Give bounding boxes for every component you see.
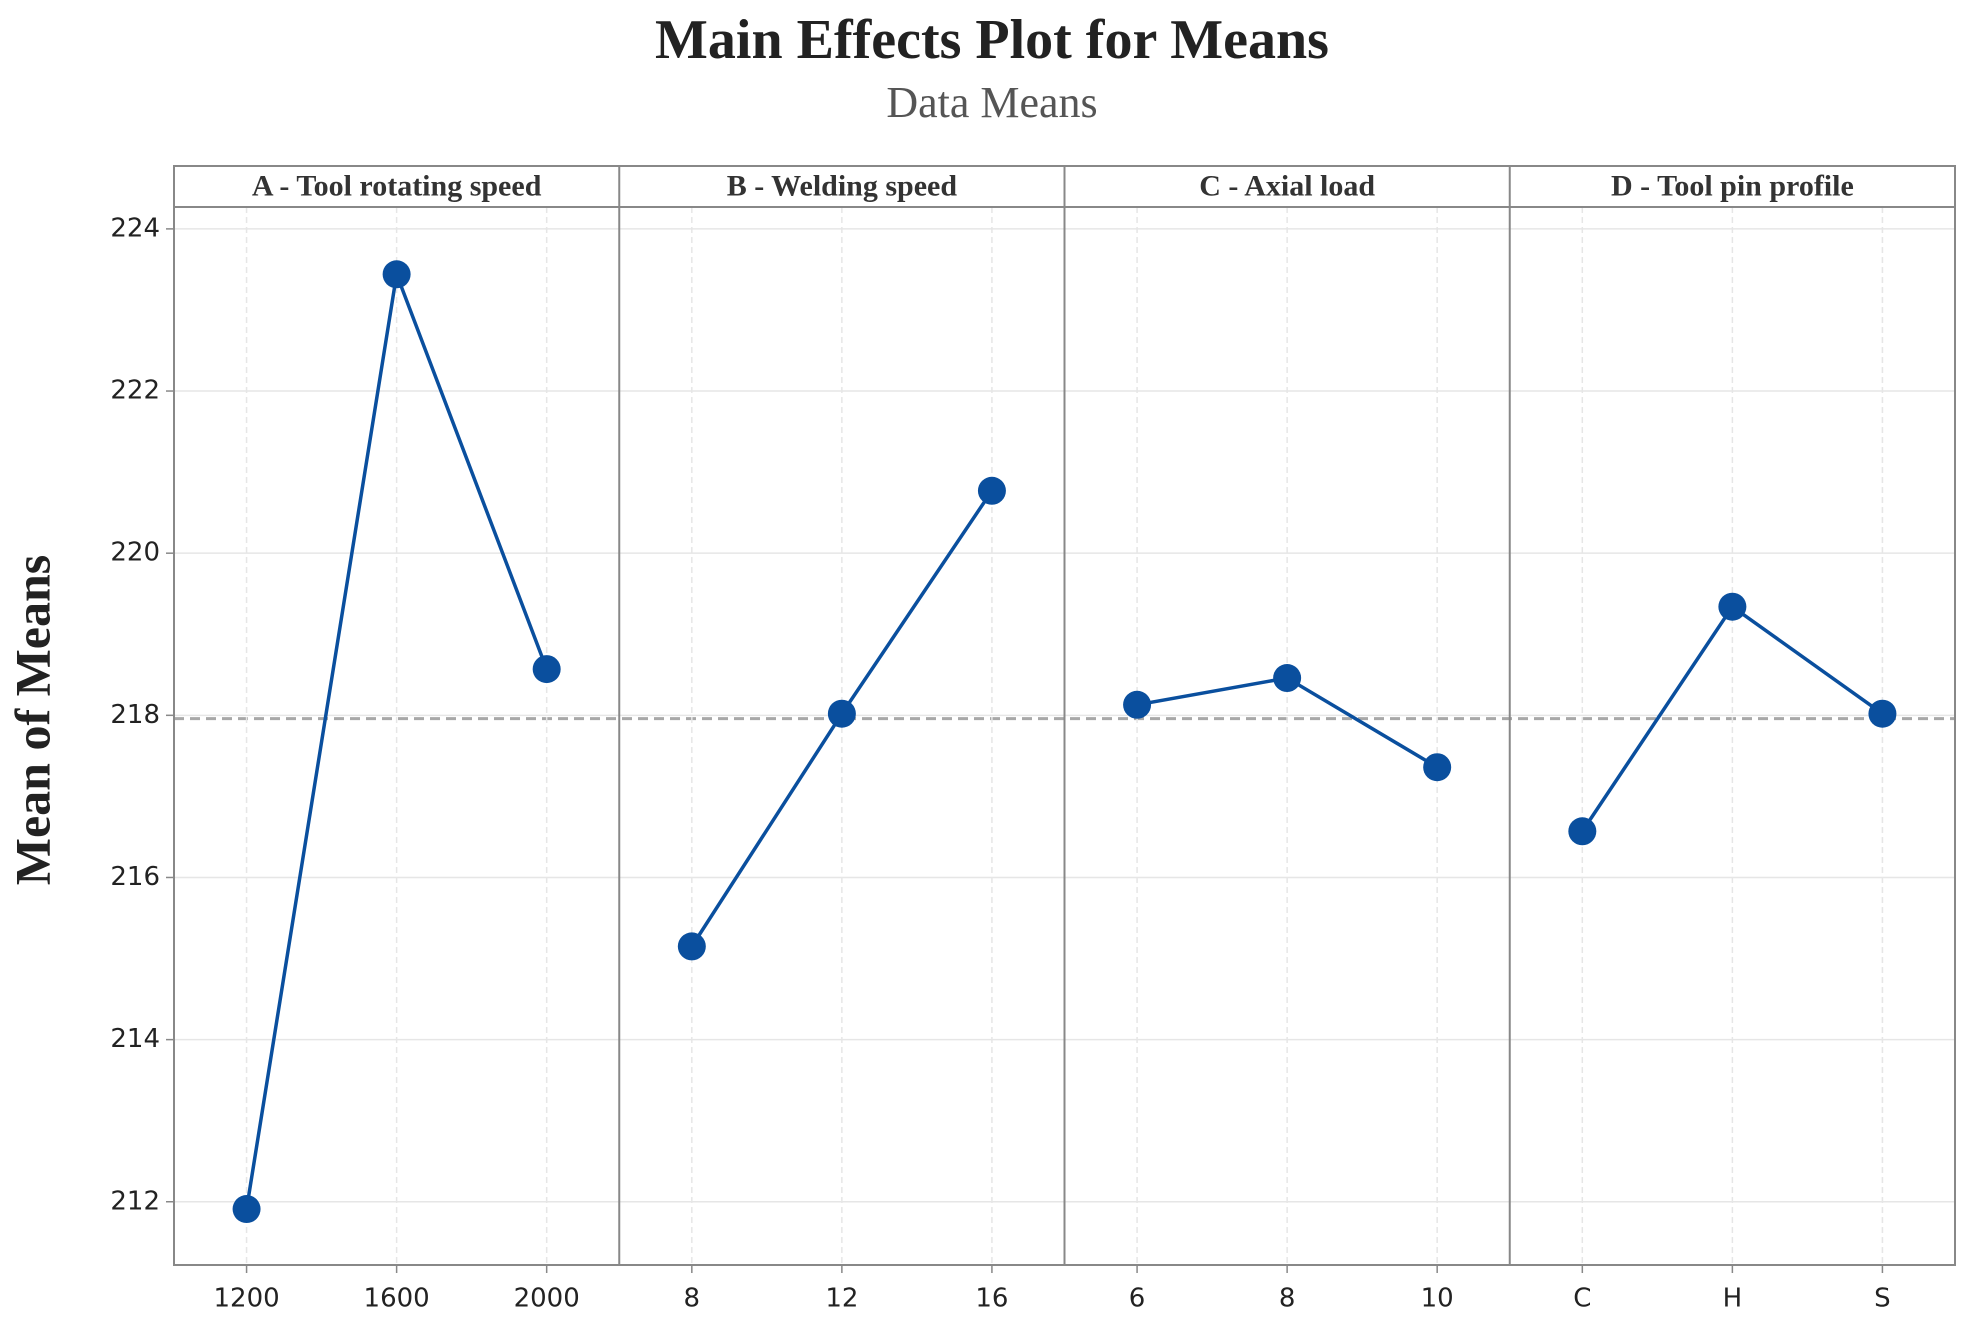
point xyxy=(677,932,706,961)
x-tick-label: C xyxy=(1573,1284,1591,1314)
plot-frame xyxy=(173,165,1956,1266)
point xyxy=(232,1195,261,1224)
x-tick-label: 16 xyxy=(975,1284,1008,1314)
y-tick-label: 220 xyxy=(110,538,160,568)
panel-title: A - Tool rotating speed xyxy=(252,169,542,202)
x-tick-label: 6 xyxy=(1129,1284,1146,1314)
x-tick-label: 10 xyxy=(1421,1284,1454,1314)
x-tick-label: 2000 xyxy=(514,1284,580,1314)
point xyxy=(1123,690,1152,719)
y-axis-label: Mean of Means xyxy=(4,555,60,886)
point xyxy=(1423,753,1452,782)
point xyxy=(827,699,856,728)
x-tick-label: H xyxy=(1723,1284,1743,1314)
point xyxy=(1868,699,1897,728)
point xyxy=(1273,664,1302,693)
point xyxy=(532,655,561,684)
chart-subtitle: Data Means xyxy=(886,78,1097,127)
x-tick-label: 8 xyxy=(684,1284,701,1314)
y-tick-label: 214 xyxy=(110,1024,160,1054)
y-tick-label: 222 xyxy=(110,376,160,406)
point xyxy=(1568,817,1597,846)
x-tick-label: 1200 xyxy=(213,1284,279,1314)
x-tick-label: S xyxy=(1874,1284,1891,1314)
x-tick-label: 12 xyxy=(825,1284,858,1314)
y-tick-label: 212 xyxy=(110,1186,160,1216)
panel-title: C - Axial load xyxy=(1199,169,1375,202)
panel-title: B - Welding speed xyxy=(727,169,958,202)
panel-title: D - Tool pin profile xyxy=(1611,169,1854,202)
x-tick-label: 8 xyxy=(1279,1284,1296,1314)
y-tick-label: 218 xyxy=(110,700,160,730)
y-tick-label: 216 xyxy=(110,862,160,892)
point xyxy=(382,260,411,289)
chart-title: Main Effects Plot for Means xyxy=(655,9,1329,71)
point xyxy=(1718,592,1747,621)
y-tick-label: 224 xyxy=(110,213,160,243)
point xyxy=(977,476,1006,505)
x-tick-label: 1600 xyxy=(364,1284,430,1314)
